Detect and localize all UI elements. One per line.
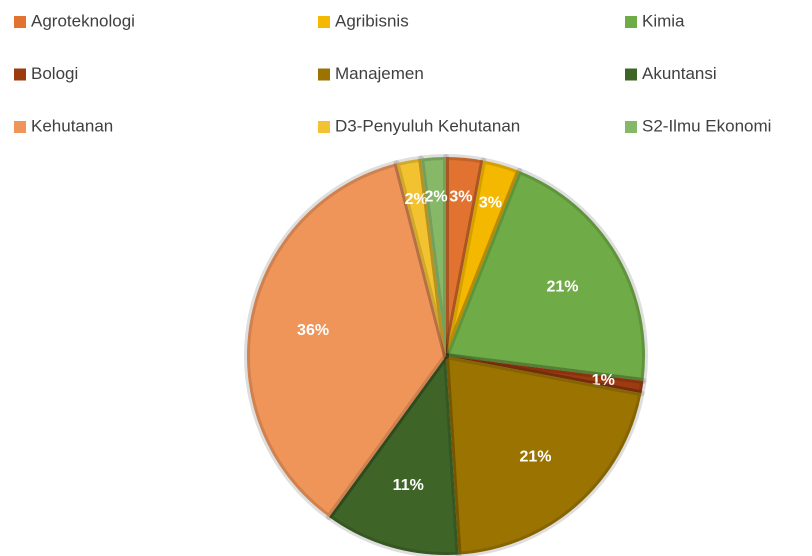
legend-swatch bbox=[625, 121, 637, 133]
legend-swatch bbox=[625, 16, 637, 28]
legend-swatch bbox=[14, 121, 26, 133]
legend-label: S2-Ilmu Ekonomi bbox=[642, 116, 771, 135]
legend-swatch bbox=[14, 68, 26, 81]
legend-swatch bbox=[625, 68, 637, 81]
value-label: 2% bbox=[405, 191, 428, 208]
value-label: 21% bbox=[546, 278, 578, 295]
legend-swatch bbox=[318, 68, 330, 81]
value-label: 3% bbox=[479, 194, 502, 211]
legend-swatch bbox=[318, 121, 330, 133]
pie-slice bbox=[443, 157, 523, 359]
value-label: 1% bbox=[592, 372, 615, 389]
pie-slice bbox=[443, 154, 487, 359]
legend-label: Agroteknologi bbox=[31, 11, 135, 30]
legend-label: Manajemen bbox=[335, 64, 424, 83]
pie-slice bbox=[244, 160, 449, 520]
legend-label: D3-Penyuluh Kehutanan bbox=[335, 116, 520, 135]
legend-label: Kehutanan bbox=[31, 116, 113, 135]
pie-slice bbox=[393, 155, 449, 359]
legend-swatch bbox=[318, 16, 330, 28]
legend-label: Akuntansi bbox=[642, 64, 717, 83]
legend-label: Bologi bbox=[31, 64, 78, 83]
value-label: 11% bbox=[393, 477, 424, 494]
pie-slice bbox=[443, 167, 648, 384]
legend-label: Agribisnis bbox=[335, 11, 409, 30]
pie-slice bbox=[443, 353, 647, 397]
pie-slice bbox=[443, 353, 645, 556]
legend-label: Kimia bbox=[642, 11, 685, 30]
value-label: 36% bbox=[297, 322, 329, 339]
value-label: 3% bbox=[449, 189, 472, 206]
pie-slice bbox=[418, 154, 449, 359]
legend-swatch bbox=[14, 16, 26, 28]
pie-slice bbox=[326, 353, 462, 556]
value-label: 2% bbox=[424, 188, 447, 205]
value-label: 21% bbox=[519, 449, 551, 466]
